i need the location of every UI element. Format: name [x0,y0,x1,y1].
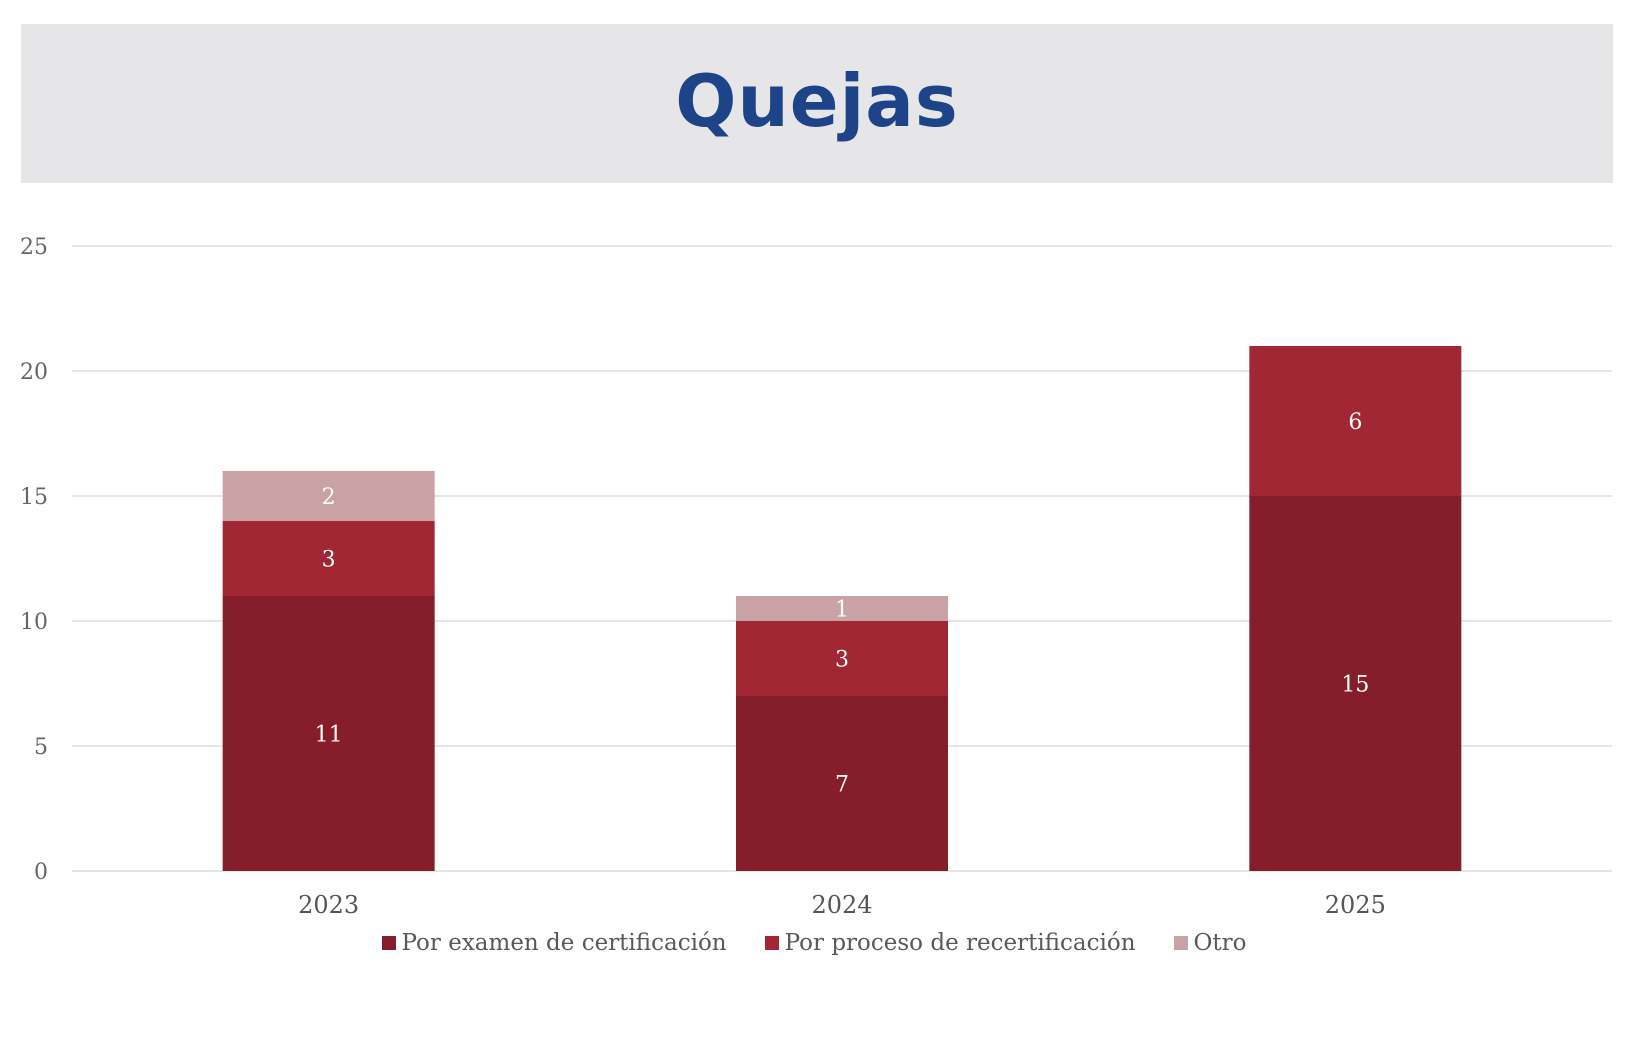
bar-segment [1249,346,1462,496]
y-tick-label: 20 [20,360,48,385]
page-title: Quejas [675,58,959,143]
data-label: 2 [322,485,336,510]
bar-segment [736,596,948,621]
data-label: 15 [1341,673,1369,698]
title-banner: Quejas [21,24,1613,183]
data-label: 7 [835,773,849,798]
legend-swatch [381,936,396,950]
bar-segment [222,596,435,871]
x-tick-label: 2024 [811,891,872,919]
y-tick-label: 10 [20,610,48,635]
y-tick-label: 5 [34,735,48,760]
legend-label: Por examen de certificación [401,930,727,956]
data-label: 1 [835,598,849,623]
legend-swatch [764,936,779,950]
bar-segment [222,521,435,596]
data-label: 11 [315,723,343,748]
data-label: 3 [322,548,336,573]
legend-item: Por examen de certificación [381,930,727,956]
legend-item: Por proceso de recertificación [764,930,1136,956]
y-tick-label: 15 [20,485,48,510]
chart-legend: Por examen de certificación Por proceso d… [0,930,1628,956]
data-label: 6 [1348,410,1362,435]
chart-area: 0 5 10 15 20 25 11 3 2 2023 7 3 1 2024 15 6 2025 [0,183,1628,1040]
legend-item: Otro [1173,930,1247,956]
bar-segment [1249,496,1462,871]
legend-label: Por proceso de recertificación [784,930,1136,956]
data-label: 3 [835,648,849,673]
bar-segment [736,696,948,871]
legend-swatch [1173,936,1188,950]
y-tick-label: 25 [20,235,48,260]
bar-segment [736,621,948,696]
x-tick-label: 2025 [1325,891,1386,919]
y-tick-label: 0 [34,860,48,885]
x-tick-label: 2023 [298,891,359,919]
bar-segment [222,471,435,521]
legend-label: Otro [1193,930,1247,956]
